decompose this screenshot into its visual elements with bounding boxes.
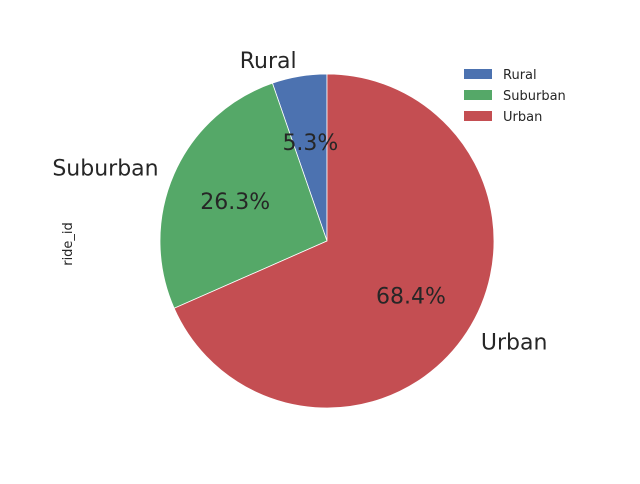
pct-label-urban: 68.4% xyxy=(376,285,446,310)
slice-label-urban: Urban xyxy=(481,330,548,355)
pie-slice-urban xyxy=(173,73,495,409)
y-axis-label: ride_id xyxy=(61,222,76,266)
pie-slice-suburban xyxy=(159,82,328,309)
legend-swatch-urban xyxy=(464,111,492,121)
slice-label-rural: Rural xyxy=(240,49,297,74)
pct-label-rural: 5.3% xyxy=(282,131,338,156)
slice-label-suburban: Suburban xyxy=(52,157,158,182)
legend-label-urban: Urban xyxy=(503,110,542,125)
legend-swatch-suburban xyxy=(464,90,492,100)
legend: Rural Suburban Urban xyxy=(464,68,566,125)
legend-label-suburban: Suburban xyxy=(503,89,566,104)
pct-label-suburban: 26.3% xyxy=(200,190,270,215)
pie-slices xyxy=(159,73,495,409)
legend-swatch-rural xyxy=(464,69,492,79)
pie-labels: Rural 5.3% Suburban 26.3% Urban 68.4% xyxy=(52,49,547,356)
legend-label-rural: Rural xyxy=(503,68,537,83)
